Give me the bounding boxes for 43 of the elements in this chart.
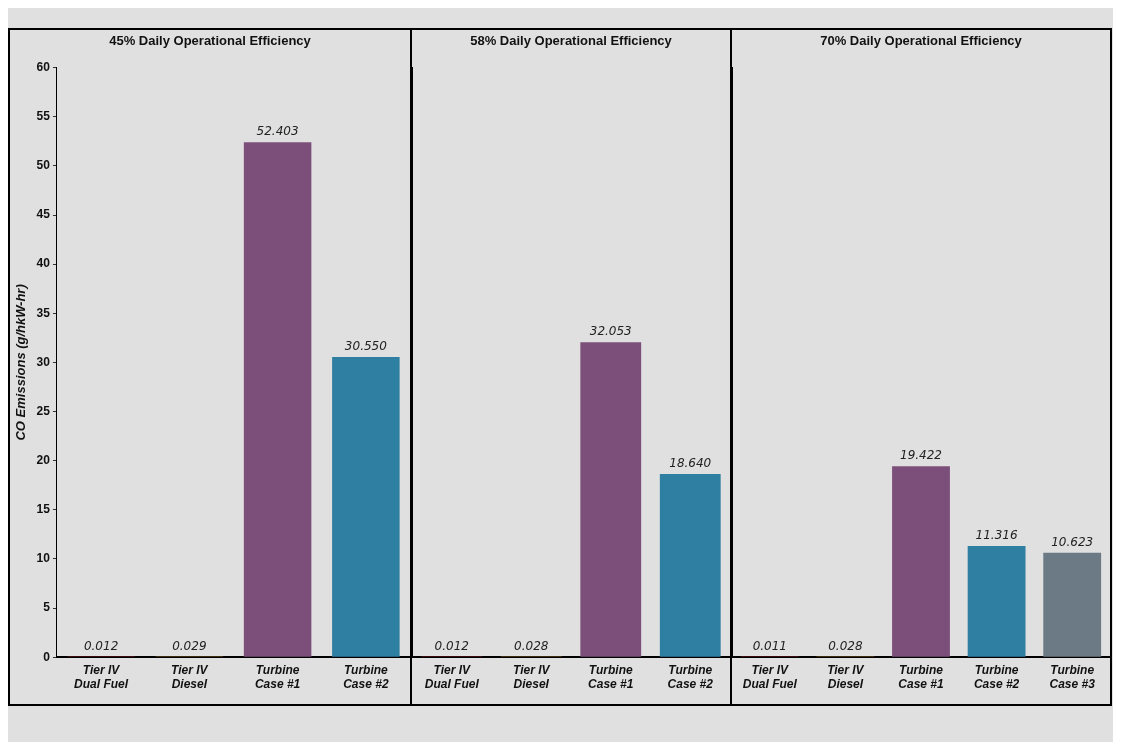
y-tick-label: 55 <box>36 109 51 124</box>
data-label: 52.403 <box>256 124 299 139</box>
y-tick-label: 5 <box>43 600 51 615</box>
chart-title: 58% Daily Operational Efficiency <box>470 33 673 49</box>
x-tick-label: Tier IV Dual Fuel <box>742 662 798 692</box>
y-tick-label: 30 <box>36 354 51 369</box>
y-tick-label: 35 <box>36 305 51 320</box>
y-tick-label: 45 <box>36 207 51 222</box>
y-tick-label: 10 <box>36 551 51 566</box>
y-tick-label: 20 <box>36 452 51 467</box>
x-tick-label: Tier IV Dual Fuel <box>424 662 480 692</box>
y-tick-label: 15 <box>36 502 51 517</box>
y-axis-title: CO Emissions (g/hkW-hr) <box>13 284 29 441</box>
data-label: 18.640 <box>669 456 712 471</box>
data-label: 0.029 <box>172 639 207 654</box>
x-tick-label: Turbine Case #2 <box>973 662 1020 692</box>
data-label: 10.623 <box>1051 534 1094 549</box>
data-label: 30.550 <box>344 339 388 354</box>
data-label: 0.028 <box>514 639 549 654</box>
x-tick-label: Turbine Case #2 <box>667 662 714 692</box>
x-tick-label: Turbine Case #1 <box>588 662 634 692</box>
y-tick-label: 25 <box>36 403 51 418</box>
data-label: 0.012 <box>434 639 469 654</box>
y-tick-label: 50 <box>36 158 51 173</box>
x-tick-label: Tier IV Dual Fuel <box>74 662 129 692</box>
data-label: 0.012 <box>83 639 119 654</box>
data-label: 0.011 <box>752 639 787 654</box>
chart-title: 45% Daily Operational Efficiency <box>109 33 312 49</box>
x-tick-label: Tier IV Diesel <box>827 662 865 692</box>
x-tick-label: Turbine Case #1 <box>254 662 301 692</box>
chart-title: 70% Daily Operational Efficiency <box>820 33 1023 49</box>
y-tick-label: 60 <box>36 59 51 74</box>
x-tick-label: Tier IV Diesel <box>513 662 551 692</box>
data-label: 11.316 <box>975 528 1018 543</box>
x-tick-label: Turbine Case #1 <box>898 662 945 692</box>
data-label: 32.053 <box>589 324 632 339</box>
y-tick-label: 40 <box>36 256 51 271</box>
x-tick-label: Tier IV Diesel <box>171 662 209 692</box>
x-tick-label: Turbine Case #2 <box>343 662 389 692</box>
x-tick-label: Turbine Case #3 <box>1049 662 1096 692</box>
data-label: 0.028 <box>828 639 863 654</box>
data-label: 19.422 <box>900 448 942 463</box>
y-tick-label: 0 <box>43 649 51 664</box>
